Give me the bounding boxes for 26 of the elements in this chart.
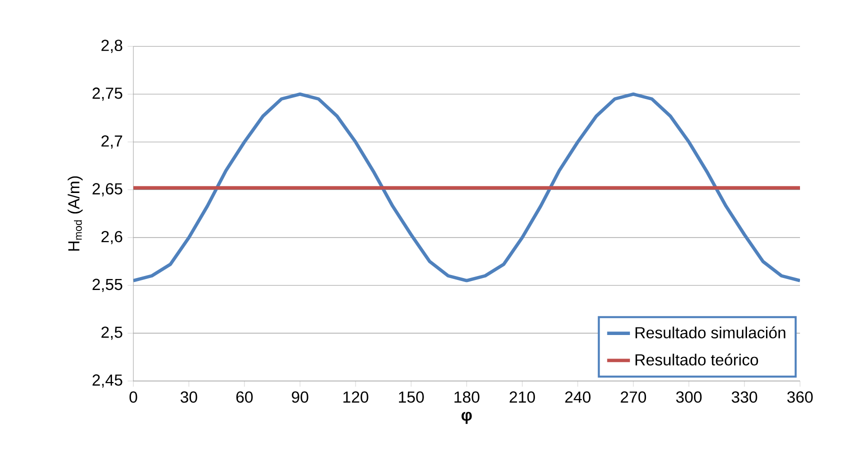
x-tick-label: 30 [180,391,198,403]
legend-label: Resultado simulación [636,326,786,338]
x-tick-label: 90 [292,391,308,403]
y-tick-label: 2,45 [92,374,122,388]
y-axis-title: H$_{mod}$ (A/m) [68,176,83,251]
x-tick-label: 360 [787,391,813,403]
x-tick-label: 0 [130,391,138,403]
x-tick-label: 150 [398,391,424,403]
x-tick-label: 300 [676,391,702,403]
y-tick-label: 2,5 [101,326,122,340]
y-tick-label: 2,6 [101,230,122,244]
x-tick-label: 270 [620,391,646,403]
y-tick-label: 2,55 [92,278,122,292]
y-tick-label: 2,75 [92,88,122,101]
x-tick-label: 210 [510,391,535,403]
x-tick-label: 240 [565,391,591,403]
x-axis-title: φ [462,412,472,424]
x-tick-label: 60 [236,391,253,403]
line-series [133,92,800,282]
x-tick-label: 120 [343,391,368,403]
y-tick-label: 2,7 [101,135,122,149]
y-tick-label: 2,65 [92,183,122,196]
x-tick-label: 180 [454,391,480,403]
legend-label: Resultado teórico [636,354,758,366]
y-tick-label: 2,8 [101,40,122,53]
x-tick-label: 330 [732,391,758,403]
